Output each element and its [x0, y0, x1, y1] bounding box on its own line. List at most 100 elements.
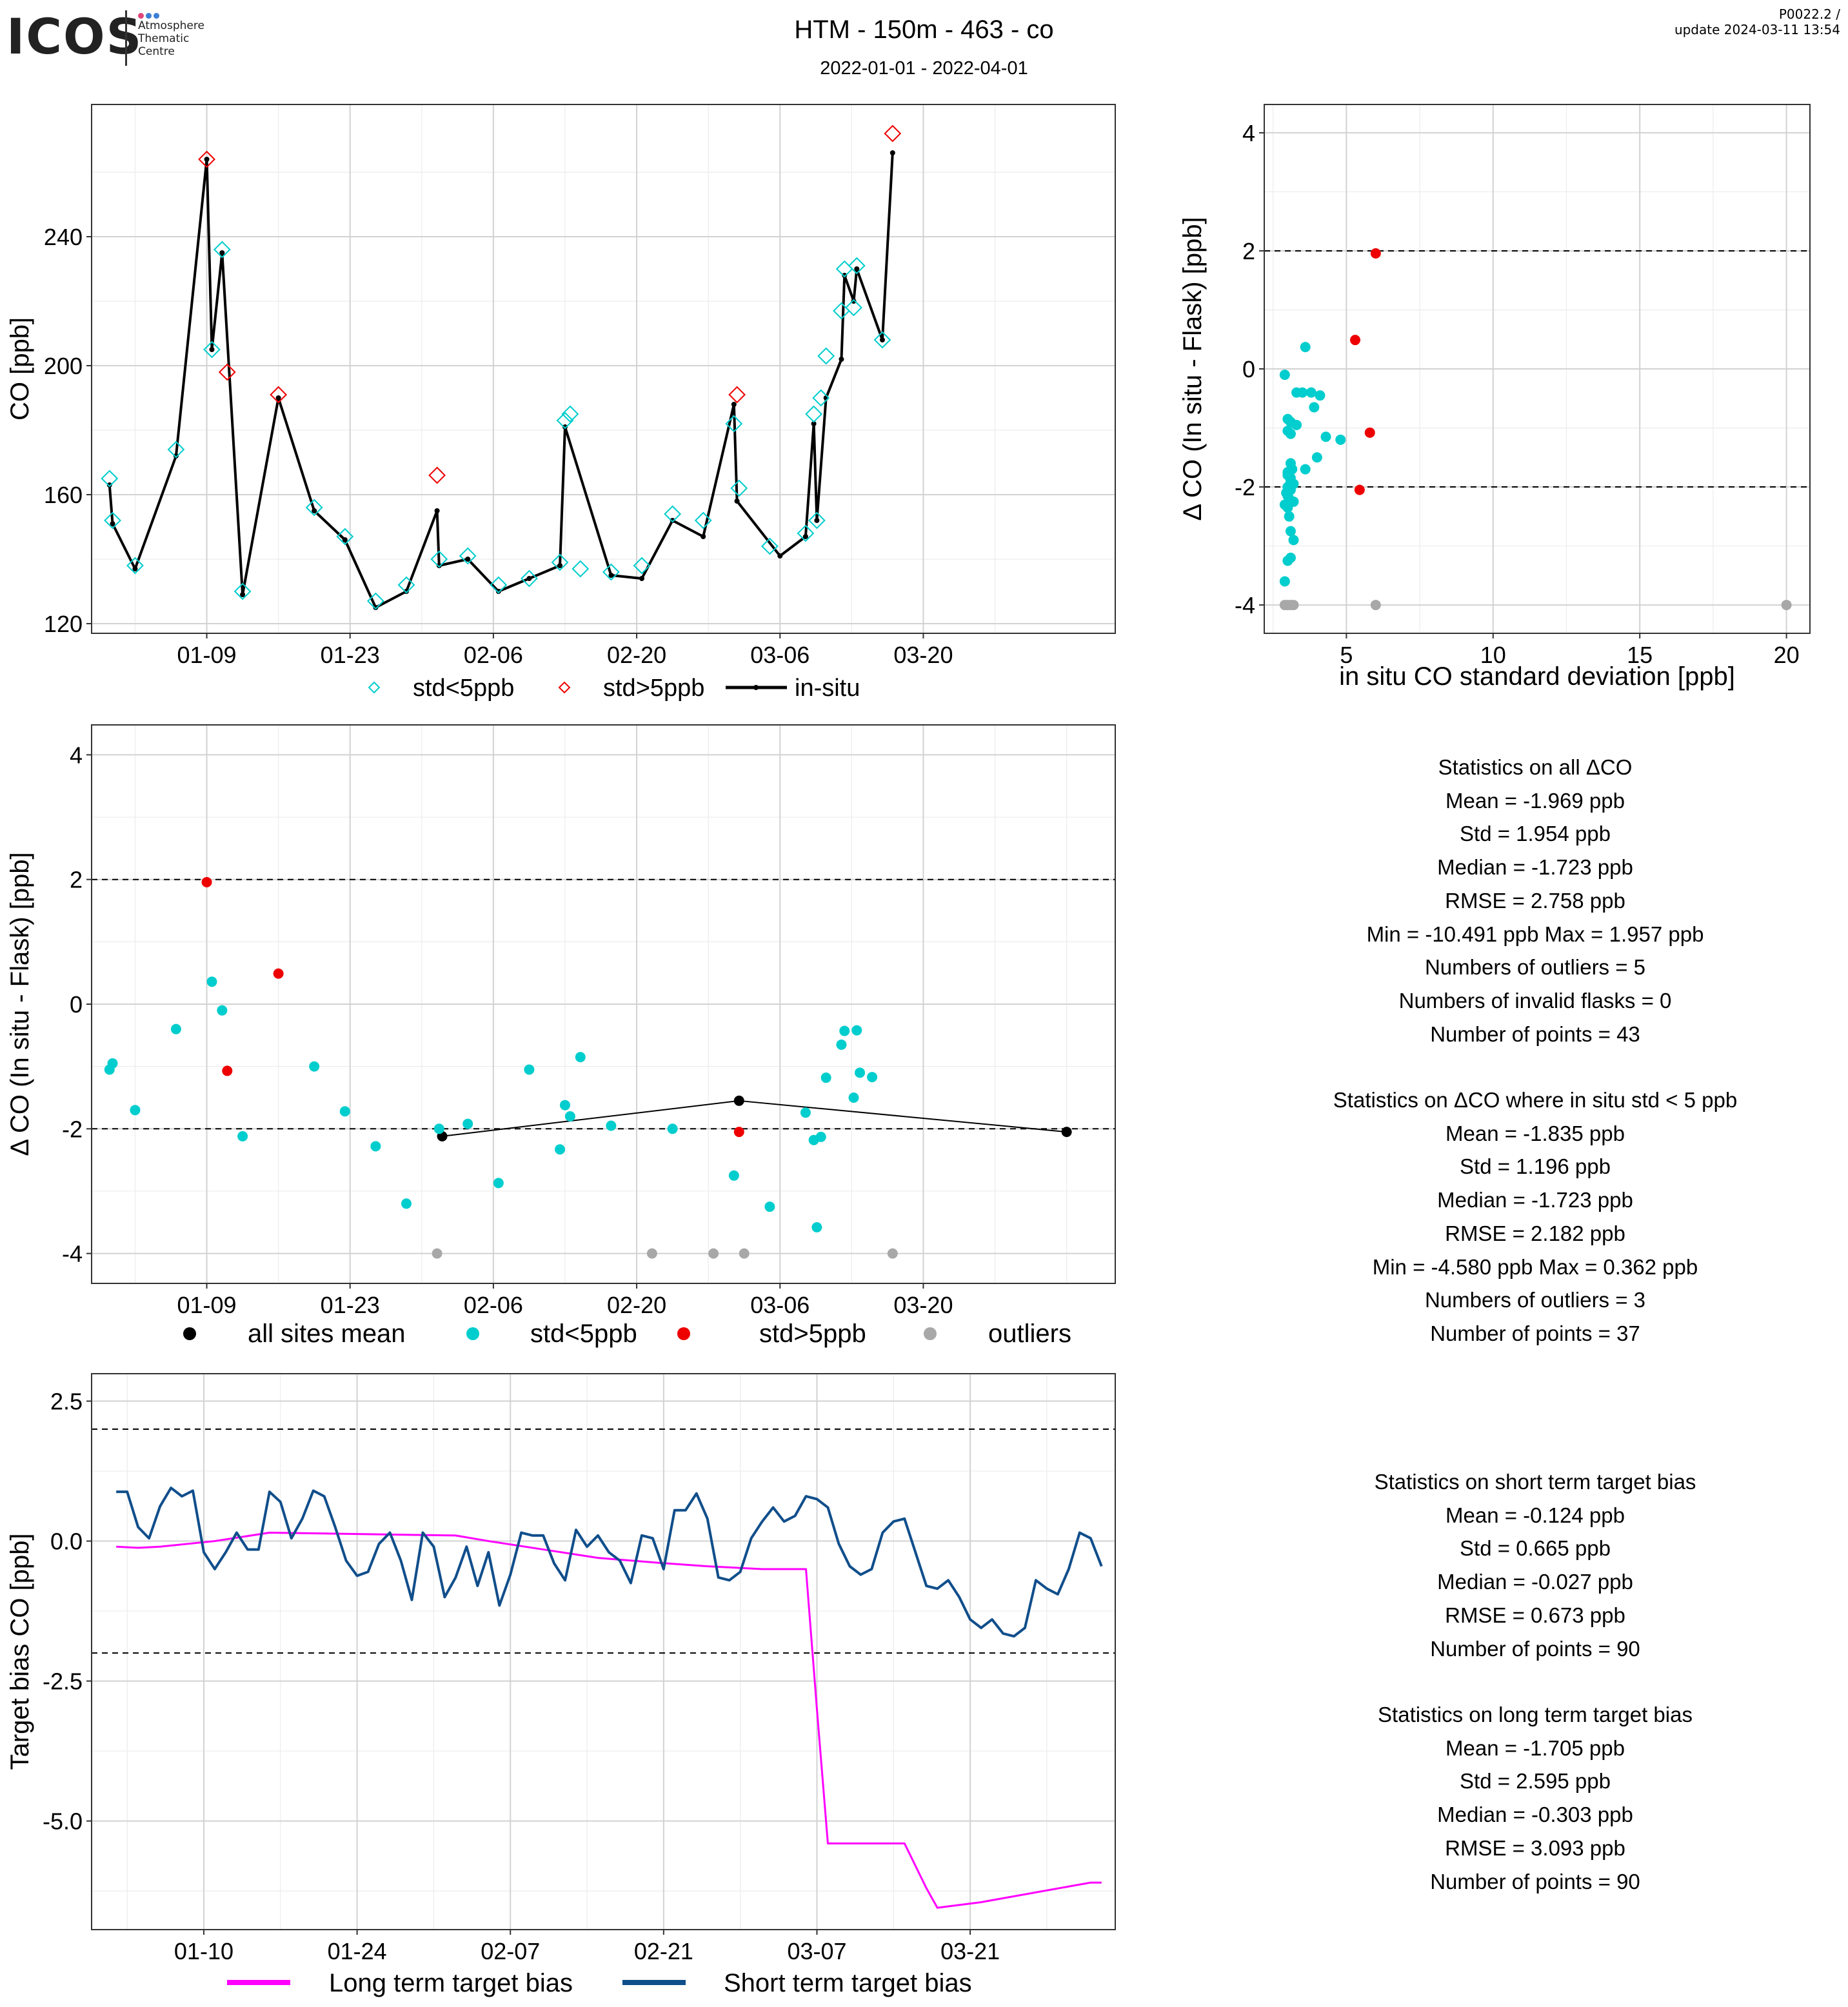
target-bias-y-tick-label: 2.5	[50, 1389, 83, 1415]
std-lt5-point	[1288, 496, 1299, 507]
stats-lt5: Statistics on ΔCO where in situ std < 5 …	[1277, 1083, 1793, 1350]
timeseries-y-tick-label: 240	[44, 224, 83, 250]
std-lt5-point	[839, 1025, 850, 1036]
flask-std-lt5-marker	[551, 553, 569, 571]
insitu-point	[811, 421, 817, 426]
timeseries-x-tick-label: 01-23	[321, 642, 380, 668]
flask-std-gt5-marker	[884, 124, 902, 143]
stats-line: Mean = -1.835 ppb	[1446, 1121, 1625, 1145]
scatter-xlabel: in situ CO standard deviation [ppb]	[1339, 662, 1735, 691]
page-title: HTM - 150m - 463 - co	[794, 15, 1054, 44]
insitu-point	[608, 573, 614, 578]
std-lt5-point	[309, 1061, 320, 1072]
flask-std-lt5-marker	[845, 299, 862, 317]
flask-std-gt5-marker	[728, 386, 746, 404]
delta-y-tick-label: 0	[70, 991, 83, 1018]
scatter-x-tick-label: 20	[1774, 642, 1800, 668]
stats-heading: Statistics on all ΔCO	[1438, 755, 1633, 779]
flask-std-lt5-marker	[664, 505, 682, 523]
outlier-point	[739, 1248, 750, 1259]
std-lt5-point	[559, 1100, 570, 1111]
stats-long-term: Statistics on long term target bias Mean…	[1277, 1698, 1793, 1898]
std-gt5-point	[1370, 248, 1381, 259]
legend-long-term-label: Long term target bias	[329, 1969, 573, 1997]
outlier-point	[646, 1248, 657, 1259]
stats-line: Std = 1.196 ppb	[1460, 1154, 1611, 1179]
std-gt5-point	[273, 968, 284, 979]
insitu-point	[814, 518, 820, 523]
timeseries-x-tick-label: 03-06	[750, 642, 810, 668]
insitu-point	[670, 518, 675, 523]
stats-line: Median = -1.723 ppb	[1437, 1188, 1633, 1212]
flask-std-lt5-marker	[490, 576, 508, 594]
delta-x-tick-label: 02-20	[607, 1292, 666, 1318]
update-line: update 2024-03-11 13:54	[1674, 22, 1840, 37]
insitu-point	[404, 589, 410, 594]
legend-std-lt5-symbol	[466, 1327, 479, 1340]
delta-ylabel: Δ CO (In situ - Flask) [ppb]	[6, 852, 34, 1156]
stats-line: Numbers of outliers = 3	[1424, 1288, 1646, 1312]
std-lt5-point	[1284, 511, 1295, 522]
target-bias-x-tick-label: 01-24	[328, 1938, 387, 1964]
std-lt5-point	[170, 1023, 181, 1034]
std-lt5-point	[433, 1123, 444, 1134]
legend-std-gt5-label: std>5ppb	[603, 675, 704, 702]
insitu-point	[240, 592, 246, 597]
insitu-point	[839, 357, 844, 362]
insitu-point	[434, 508, 440, 513]
timeseries-ylabel: CO [ppb]	[6, 317, 34, 420]
flask-std-lt5-marker	[561, 405, 579, 423]
std-lt5-point	[339, 1106, 350, 1117]
insitu-point	[173, 453, 179, 459]
legend-std-gt5-symbol	[677, 1327, 690, 1340]
scatter-y-tick-label: 0	[1242, 356, 1255, 382]
scatter-y-tick-label: 4	[1242, 120, 1255, 146]
timeseries-y-tick-label: 120	[44, 611, 83, 637]
timeseries-y-tick-label: 160	[44, 482, 83, 508]
insitu-point	[373, 605, 379, 610]
std-lt5-point	[1287, 464, 1298, 475]
insitu-point	[842, 273, 848, 278]
all-sites-mean-line	[442, 1100, 1067, 1137]
std-gt5-point	[733, 1127, 744, 1138]
stats-line: Median = -1.723 ppb	[1437, 855, 1633, 880]
std-lt5-point	[555, 1144, 566, 1155]
stats-line: Number of points = 90	[1430, 1636, 1640, 1661]
flask-std-lt5-marker	[602, 563, 620, 581]
std-lt5-point	[1320, 431, 1331, 442]
flask-std-lt5-marker	[305, 499, 323, 517]
legend-outliers-label: outliers	[988, 1320, 1071, 1348]
flask-std-lt5-marker	[808, 511, 826, 529]
stats-line: RMSE = 2.182 ppb	[1445, 1221, 1625, 1245]
delta-x-tick-label: 01-09	[177, 1292, 236, 1318]
timeseries-x-tick-label: 01-09	[177, 642, 236, 668]
stats-heading: Statistics on ΔCO where in situ std < 5 …	[1333, 1088, 1738, 1112]
outlier-point	[1370, 600, 1381, 611]
all-sites-mean-point	[1061, 1127, 1072, 1138]
std-lt5-point	[1291, 387, 1302, 398]
timeseries-x-tick-label: 02-06	[464, 642, 523, 668]
insitu-point	[106, 482, 112, 488]
std-lt5-point	[130, 1105, 141, 1116]
logo-sub-line: Atmosphere	[138, 19, 204, 32]
flask-std-lt5-marker	[760, 537, 779, 555]
long-term-bias-line	[116, 1532, 1102, 1909]
delta-y-tick-label: -2	[62, 1116, 83, 1142]
std-gt5-point	[1354, 484, 1365, 495]
flask-std-lt5-marker	[812, 389, 830, 407]
legend-std-lt5-label: std<5ppb	[413, 675, 514, 702]
flask-std-lt5-marker	[126, 557, 144, 575]
std-lt5-point	[493, 1178, 504, 1189]
stats-line: Min = -10.491 ppb Max = 1.957 ppb	[1366, 922, 1704, 946]
insitu-point	[777, 553, 783, 559]
scatter-y-tick-label: -4	[1235, 592, 1255, 618]
insitu-point	[802, 534, 808, 539]
flask-std-lt5-marker	[366, 592, 384, 610]
flask-std-lt5-marker	[213, 241, 231, 259]
stats-short-term: Statistics on short term target bias Mea…	[1277, 1465, 1793, 1665]
outlier-point	[887, 1248, 898, 1259]
std-lt5-point	[370, 1141, 381, 1152]
flask-std-lt5-marker	[873, 331, 891, 349]
std-lt5-point	[1311, 452, 1322, 463]
